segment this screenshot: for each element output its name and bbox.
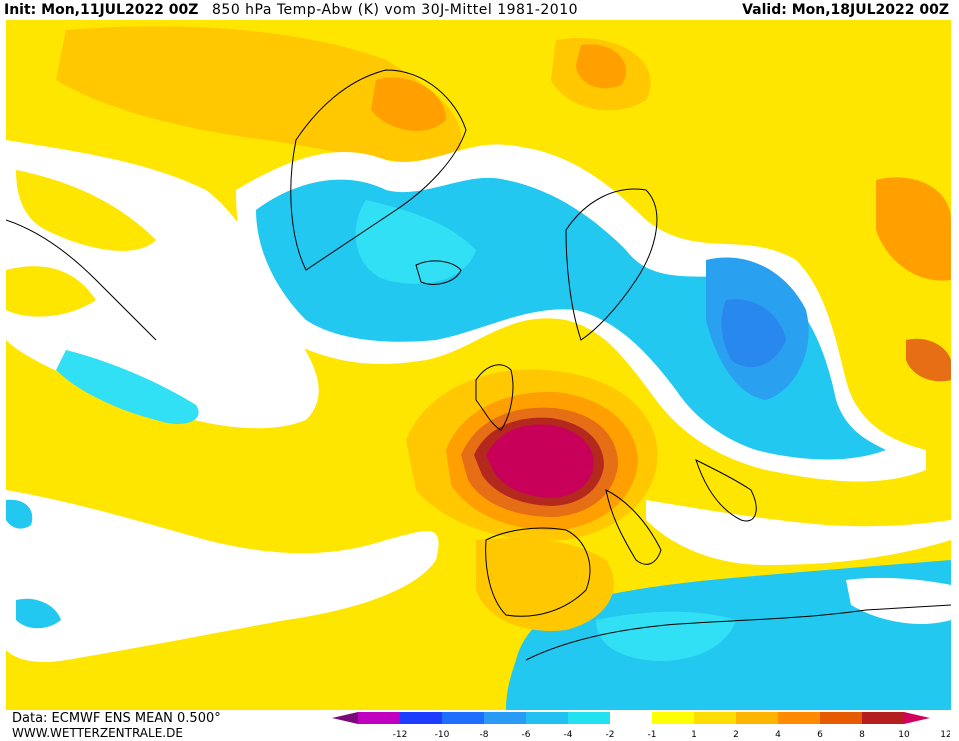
coastlines xyxy=(6,69,951,661)
light-cyan-region-sahara xyxy=(596,611,736,661)
coastline-balkans xyxy=(695,459,757,522)
cyan-patch-atlantic-west xyxy=(6,499,33,529)
coastline-italy xyxy=(605,489,662,565)
legend-box-min-arrow xyxy=(332,712,358,724)
light-cyan-region-iceland xyxy=(355,200,476,284)
legend-box xyxy=(652,712,694,724)
legend-box xyxy=(526,712,568,724)
legend-box xyxy=(484,712,526,724)
cyan-region-north-africa xyxy=(506,560,951,710)
gold-region-greenland xyxy=(56,26,462,163)
legend-tick-labels: -12 -10 -8 -6 -4 -2 -1 1 2 4 6 8 10 12 xyxy=(393,730,950,740)
anomaly-map xyxy=(6,20,951,710)
legend-tick-label: -8 xyxy=(480,730,489,740)
legend-box xyxy=(358,712,400,724)
init-time: Init: Mon,11JUL2022 00Z xyxy=(4,0,198,20)
legend-box xyxy=(442,712,484,724)
legend-box xyxy=(568,712,610,724)
coastline-britain xyxy=(475,364,514,431)
gold-region-iberia xyxy=(476,538,614,631)
data-source-label: Data: ECMWF ENS MEAN 0.500° xyxy=(12,711,221,726)
valid-value: Mon,18JUL2022 00Z xyxy=(791,2,949,18)
coastline-iceland xyxy=(415,260,462,285)
coastline-iberia xyxy=(485,527,591,617)
map-canvas xyxy=(6,20,951,710)
magenta-region-france xyxy=(486,424,594,498)
footer-bar: Data: ECMWF ENS MEAN 0.500° WWW.WETTERZE… xyxy=(0,710,959,741)
legend-box xyxy=(736,712,778,724)
legend-box xyxy=(400,712,442,724)
legend-box xyxy=(610,712,652,724)
legend-tick-label: -6 xyxy=(522,730,531,740)
legend-tick-label: 10 xyxy=(898,730,910,740)
cyan-patch-atlantic xyxy=(16,598,61,629)
neutral-region-egypt xyxy=(846,577,951,625)
orange-region-svalbard xyxy=(576,44,627,89)
coastline-scandinavia xyxy=(565,188,658,341)
legend-tick-label: 12 xyxy=(940,730,950,740)
valid-time: Valid: Mon,18JUL2022 00Z xyxy=(742,0,949,20)
neutral-region-atlantic-southwest xyxy=(6,490,439,662)
legend-box-max-arrow xyxy=(904,712,930,724)
yellow-region-hudson xyxy=(6,266,96,317)
website-label: WWW.WETTERZENTRALE.DE xyxy=(12,726,183,740)
orange-region-greenland xyxy=(371,77,446,131)
valid-label: Valid: xyxy=(742,2,787,18)
legend-tick-label: 6 xyxy=(817,730,823,740)
legend-tick-label: -1 xyxy=(648,730,657,740)
coastline-greenland xyxy=(290,69,467,271)
legend-box xyxy=(694,712,736,724)
legend-tick-label: 2 xyxy=(733,730,739,740)
legend-box xyxy=(778,712,820,724)
yellow-region-labrador xyxy=(16,170,156,251)
init-value: Mon,11JUL2022 00Z xyxy=(41,2,199,18)
map-title: 850 hPa Temp-Abw (K) vom 30J-Mittel 1981… xyxy=(212,2,579,18)
dark-orange-region-caspian xyxy=(906,338,951,382)
legend-tick-label: -12 xyxy=(393,730,408,740)
orange-region-urals xyxy=(876,177,951,281)
legend-tick-label: -4 xyxy=(564,730,573,740)
neutral-band-mediterranean xyxy=(646,500,951,565)
header-bar: Init: Mon,11JUL2022 00Z 850 hPa Temp-Abw… xyxy=(0,0,959,20)
light-cyan-band-atlantic xyxy=(56,350,199,425)
legend-tick-label: 1 xyxy=(691,730,697,740)
dark-blue-region-russia xyxy=(721,299,786,368)
legend-tick-label: 4 xyxy=(775,730,781,740)
legend-box xyxy=(862,712,904,724)
legend-tick-label: -10 xyxy=(435,730,450,740)
init-label: Init: xyxy=(4,2,37,18)
legend-tick-label: -2 xyxy=(606,730,615,740)
legend-box xyxy=(820,712,862,724)
coastline-canada xyxy=(6,219,157,341)
legend-boxes xyxy=(332,712,930,724)
color-legend: -12 -10 -8 -6 -4 -2 -1 1 2 4 6 8 10 12 xyxy=(332,712,950,740)
legend-tick-label: 8 xyxy=(859,730,865,740)
coastline-north-africa xyxy=(525,604,951,661)
